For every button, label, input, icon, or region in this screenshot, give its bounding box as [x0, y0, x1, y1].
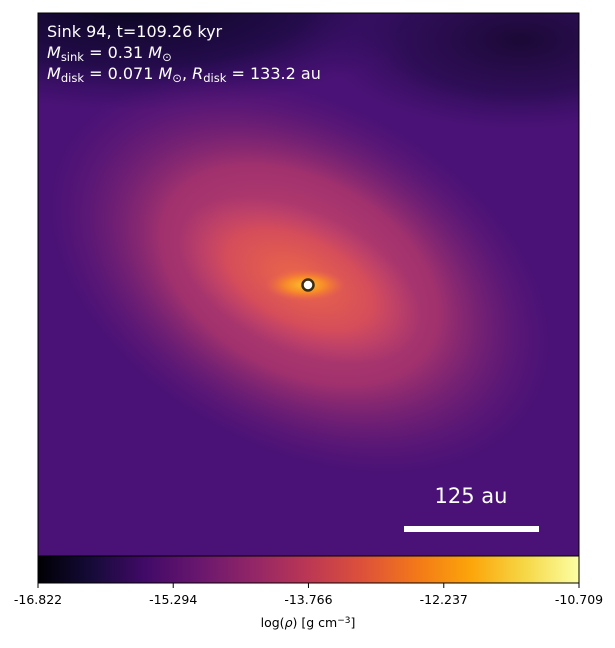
text-segment: ) [g cm [293, 615, 338, 630]
text-segment: M [158, 64, 172, 83]
sink-marker [301, 278, 315, 292]
text-segment: disk [61, 71, 85, 85]
density-image [38, 13, 579, 556]
annotation: Mdisk = 0.071 M⊙, Rdisk = 133.2 au [47, 64, 321, 85]
text-segment: M [148, 43, 162, 62]
scale-bar-label: 125 au [435, 484, 508, 508]
colorbar-tick-label: -16.822 [14, 592, 62, 607]
text-segment: −3 [337, 616, 350, 626]
text-segment: R [192, 64, 203, 83]
text-segment: ⊙ [162, 50, 172, 64]
text-segment: = 0.31 [84, 43, 148, 62]
annotation: Msink = 0.31 M⊙ [47, 43, 172, 64]
text-segment: ρ [285, 615, 293, 630]
colorbar-tick-label: -12.237 [420, 592, 468, 607]
text-segment: ] [350, 615, 355, 630]
text-segment: ⊙ [172, 71, 182, 85]
colorbar-tick-label: -13.766 [284, 592, 332, 607]
text-segment: M [47, 43, 61, 62]
text-segment: log( [261, 615, 285, 630]
colorbar-label: log(ρ) [g cm−3] [261, 615, 356, 630]
annotation: Sink 94, t=109.26 kyr [47, 22, 223, 41]
text-segment: Sink 94, t=109.26 kyr [47, 22, 223, 41]
text-segment: = 0.071 [84, 64, 158, 83]
text-segment: = 133.2 au [226, 64, 320, 83]
text-segment: disk [203, 71, 227, 85]
colorbar [37, 555, 580, 584]
colorbar-tick-label: -15.294 [149, 592, 197, 607]
colorbar-tick-label: -10.709 [555, 592, 603, 607]
text-segment: , [182, 64, 192, 83]
text-segment: M [47, 64, 61, 83]
text-segment: sink [61, 50, 84, 64]
